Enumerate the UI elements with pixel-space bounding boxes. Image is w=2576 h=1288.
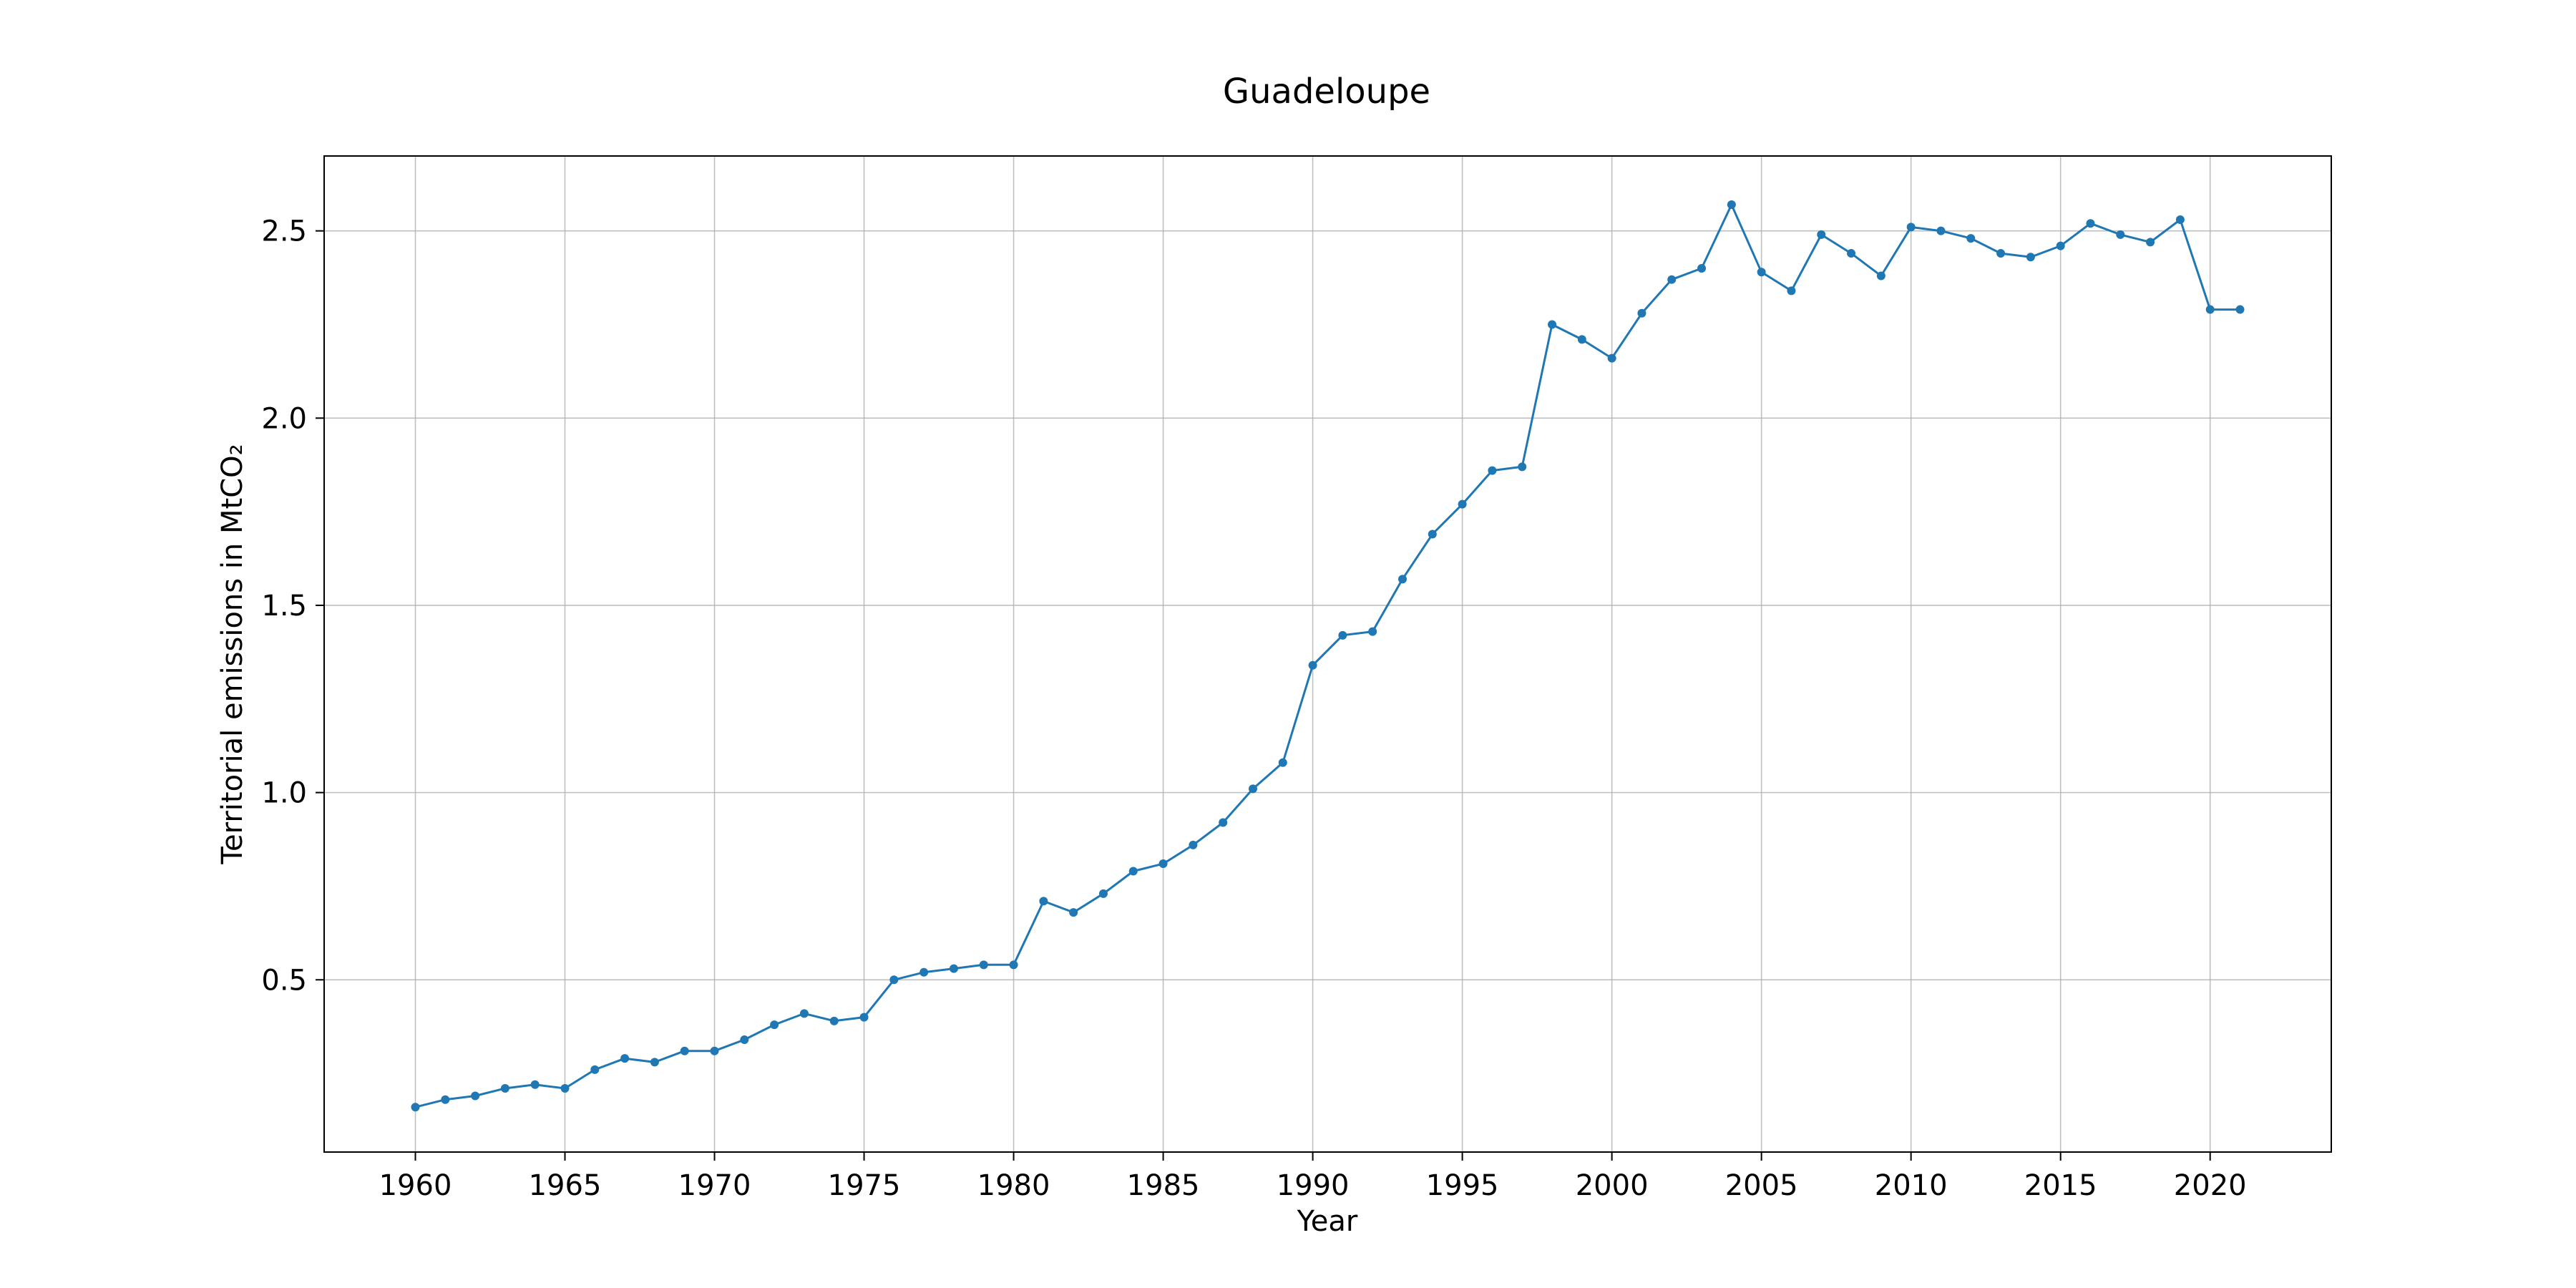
data-point xyxy=(441,1095,450,1104)
data-point xyxy=(1128,867,1138,876)
data-point xyxy=(1488,466,1497,475)
x-tick-label: 1960 xyxy=(379,1169,452,1202)
y-tick-label: 2.0 xyxy=(261,402,307,435)
data-point xyxy=(530,1080,540,1089)
data-point xyxy=(740,1035,749,1045)
data-point xyxy=(680,1046,689,1055)
data-point xyxy=(1278,758,1287,767)
data-point xyxy=(1368,627,1377,636)
data-point xyxy=(1697,263,1707,273)
data-point xyxy=(710,1046,719,1055)
data-point xyxy=(1009,960,1018,970)
data-point xyxy=(1577,335,1586,344)
data-point xyxy=(1428,530,1437,539)
data-point xyxy=(411,1103,420,1112)
chart-title: Guadeloupe xyxy=(1223,72,1430,112)
data-point xyxy=(1966,234,1976,243)
data-point xyxy=(560,1084,570,1093)
data-point xyxy=(2175,215,2185,224)
data-point xyxy=(1098,889,1108,898)
x-tick-label: 1980 xyxy=(977,1169,1050,1202)
data-point xyxy=(2146,238,2155,247)
series-line xyxy=(415,203,2240,1108)
data-point xyxy=(2116,230,2125,239)
data-point xyxy=(1398,575,1407,584)
data-point xyxy=(1847,249,1856,258)
data-point xyxy=(1069,908,1078,917)
data-point xyxy=(620,1054,630,1063)
data-point xyxy=(2205,305,2215,314)
data-point xyxy=(770,1020,779,1030)
x-tick-label: 1970 xyxy=(678,1169,751,1202)
data-point xyxy=(2056,241,2065,250)
data-point xyxy=(1158,859,1168,869)
x-tick-label: 1985 xyxy=(1127,1169,1200,1202)
data-point xyxy=(650,1058,659,1067)
x-tick-label: 2005 xyxy=(1725,1169,1798,1202)
data-point xyxy=(1458,499,1467,509)
grid-lines xyxy=(324,156,2331,1152)
data-point xyxy=(1817,230,1826,239)
series-points xyxy=(411,200,2245,1112)
data-point xyxy=(979,960,988,970)
data-point xyxy=(1637,308,1646,318)
data-point xyxy=(949,964,958,973)
x-tick-label: 2015 xyxy=(2024,1169,2097,1202)
data-point xyxy=(1727,200,1736,210)
data-point xyxy=(859,1013,869,1022)
data-point xyxy=(1548,320,1557,329)
data-point xyxy=(1248,784,1257,794)
data-point xyxy=(2235,305,2245,314)
data-point xyxy=(1936,226,1946,235)
x-axis-label: Year xyxy=(1297,1205,1358,1238)
data-point xyxy=(919,967,929,977)
x-tick-label: 2000 xyxy=(1576,1169,1649,1202)
data-point xyxy=(799,1009,809,1018)
y-axis: 0.5 1.0 1.5 2.0 2.5 xyxy=(261,215,324,997)
data-point xyxy=(590,1065,600,1074)
x-tick-label: 1965 xyxy=(529,1169,602,1202)
data-point xyxy=(1757,268,1766,277)
data-point xyxy=(2026,253,2035,262)
x-tick-label: 1990 xyxy=(1277,1169,1350,1202)
data-point xyxy=(1189,840,1198,849)
data-point xyxy=(1667,275,1677,284)
y-tick-label: 1.5 xyxy=(261,590,307,623)
y-tick-label: 0.5 xyxy=(261,964,307,997)
y-axis-label: Territorial emissions in MtCO₂ xyxy=(216,444,249,864)
data-point xyxy=(1338,630,1347,640)
data-point xyxy=(500,1084,509,1093)
x-tick-label: 2020 xyxy=(2174,1169,2247,1202)
x-axis: 1960 1965 1970 1975 1980 1985 1990 1995 2000 2005… xyxy=(379,1152,2247,1202)
data-point xyxy=(1607,353,1616,363)
y-tick-label: 1.0 xyxy=(261,777,307,810)
x-tick-label: 2010 xyxy=(1875,1169,1948,1202)
data-point xyxy=(1039,897,1048,906)
x-tick-label: 1975 xyxy=(828,1169,901,1202)
data-point xyxy=(1308,660,1317,670)
data-point xyxy=(1996,249,2006,258)
y-tick-label: 2.5 xyxy=(261,215,307,248)
data-point xyxy=(2086,219,2095,228)
data-point xyxy=(889,975,899,985)
data-point xyxy=(471,1091,480,1101)
x-tick-label: 1995 xyxy=(1426,1169,1499,1202)
plot-frame xyxy=(323,155,2332,1153)
data-point xyxy=(1219,818,1228,827)
data-point xyxy=(829,1016,839,1025)
data-point xyxy=(1518,462,1527,472)
data-point xyxy=(1787,286,1796,296)
data-point xyxy=(1876,271,1885,280)
data-point xyxy=(1906,223,1916,232)
